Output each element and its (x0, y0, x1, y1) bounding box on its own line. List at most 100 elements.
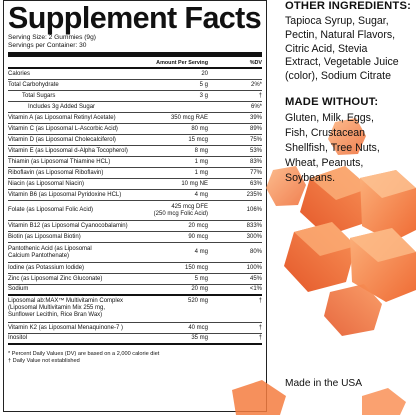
nutrient-dv: 39% (249, 114, 262, 121)
table-row: Niacin (as Liposomal Niacin) 10 mg NE 63… (8, 179, 262, 190)
other-ingredients: OTHER INGREDIENTS: Tapioca Syrup, Sugar,… (285, 0, 411, 84)
table-row: Vitamin B6 (as Liposomal Pyridoxine HCL)… (8, 190, 262, 201)
nutrient-name: Inositol (8, 335, 28, 341)
ingredient-line: Tapioca Syrup, Sugar, (285, 15, 389, 27)
footnotes: * Percent Daily Values (DV) are based on… (8, 351, 262, 366)
nutrient-name: Sodium (8, 286, 29, 292)
made-without-list: Gluten, Milk, Eggs, Fish, Crustacean She… (285, 111, 380, 186)
nutrient-amount: 1 mg (194, 169, 208, 176)
nutrient-amount: 150 mcg (184, 264, 208, 271)
table-row: Vitamin D (as Liposomal Cholecalciferol)… (8, 135, 262, 146)
nutrient-amount: 4 mg (194, 191, 208, 198)
nutrient-dv: † (258, 92, 262, 99)
nutrient-amount: 20 (201, 70, 208, 77)
nutrient-amount: 520 mg (187, 298, 208, 304)
nutrient-amount: 3 g (199, 92, 208, 99)
nutrient-dv: 235% (246, 191, 262, 198)
nutrient-amount: 10 mg NE (181, 180, 208, 187)
ingredient-line: Citric Acid, Stevia (285, 42, 368, 55)
header-divider (8, 67, 262, 69)
made-without: MADE WITHOUT: Gluten, Milk, Eggs, Fish, … (285, 96, 380, 186)
nutrient-name: Riboflavin (as Liposomal Riboflavin) (8, 169, 104, 176)
nutrient-name: Includes 3g Added Sugar (28, 103, 96, 110)
nutrient-name: Total Carbohydrate (8, 81, 59, 88)
nutrient-dv: 833% (246, 222, 262, 229)
gummy-cube-icon (350, 228, 416, 302)
nutrient-name-line: Pantothenic Acid (as Liposomal (8, 245, 92, 252)
nutrient-name: Iodine (as Potassium Iodide) (8, 264, 85, 271)
servings-per-container: Servings per Container: 30 (8, 42, 87, 49)
table-row: Vitamin C (as Liposomal L-Ascorbic Acid)… (8, 124, 262, 135)
ingredient-line: (color), Sodium Citrate (285, 70, 391, 83)
allergen-line: Wheat, Peanuts, (285, 157, 364, 169)
nutrient-dv: 45% (249, 275, 262, 282)
nutrient-amount: 4 mg (194, 249, 208, 255)
nutrient-amount: 20 mcg (188, 222, 208, 229)
table-row: Iodine (as Potassium Iodide) 150 mcg 100… (8, 263, 262, 274)
table-row: Inositol 35 mg † (8, 334, 262, 345)
table-row: Biotin (as Liposomal Biotin) 90 mcg 300% (8, 232, 262, 243)
nutrient-name: Folate (as Liposomal Folic Acid) (8, 207, 94, 213)
nutrient-amount: 35 mg (191, 335, 208, 341)
nutrient-amount: 5 mg (194, 275, 208, 282)
nutrient-name: Calories (8, 70, 31, 77)
made-in-usa: Made in the USA (285, 378, 363, 389)
thick-divider (8, 52, 262, 57)
table-row: Vitamin B12 (as Liposomal Cyanocobalamin… (8, 221, 262, 232)
nutrient-dv: <1% (249, 286, 262, 292)
table-row: Sodium 20 mg <1% (8, 285, 262, 296)
nutrient-name: Thiamin (as Liposomal Thiamine HCL) (8, 158, 111, 165)
nutrient-dv: † (258, 335, 262, 341)
nutrient-name: Biotin (as Liposomal Biotin) (8, 233, 81, 240)
allergen-line: Gluten, Milk, Eggs, (285, 112, 374, 124)
nutrient-name-line: Liposomal ab:MAX™ Multivitamin Complex (8, 298, 124, 304)
other-ingredients-list: Tapioca Syrup, Sugar, Pectin, Natural Fl… (285, 15, 411, 84)
table-row: Vitamin K2 (as Liposomal Menaquinone-7 )… (8, 323, 262, 334)
nutrient-name: Vitamin C (as Liposomal L-Ascorbic Acid) (8, 125, 118, 132)
nutrient-amount: 350 mcg RAE (170, 114, 208, 121)
table-row: Total Sugars 3 g † (8, 91, 262, 102)
nutrient-name: Pantothenic Acid (as Liposomal Calcium Pa… (8, 246, 146, 260)
allergen-line: Soybeans. (285, 172, 336, 184)
nutrient-dv: 300% (246, 233, 262, 240)
nutrient-dv: 89% (249, 125, 262, 132)
made-without-heading: MADE WITHOUT: (285, 96, 379, 108)
nutrient-amount: 15 mcg (188, 136, 208, 143)
nutrient-name: Vitamin K2 (as Liposomal Menaquinone-7 ) (8, 324, 123, 331)
nutrient-name-line: Calcium Pantothenate) (8, 252, 70, 259)
nutrient-name-line: (Liposomal Multivitamin Mix 255 mg, (8, 305, 106, 311)
nutrient-amount: 8 mg (194, 147, 208, 154)
nutrient-name-line: Sunflower Lecithin, Rice Bran Wax) (8, 312, 103, 318)
nutrient-name: Niacin (as Liposomal Niacin) (8, 180, 85, 187)
nutrient-dv: † (258, 298, 262, 304)
nutrient-name: Total Sugars (22, 92, 56, 99)
table-row: Includes 3g Added Sugar 6%* (8, 102, 262, 113)
nutrient-amount: 425 mcg DFE (250 mcg Folic Acid) (146, 204, 216, 218)
ingredient-line: Pectin, Natural Flavors, (285, 28, 396, 41)
footnote-dagger: † Daily Value not established (8, 358, 80, 365)
nutrient-dv: 106% (246, 207, 262, 213)
nutrient-dv: 80% (249, 249, 262, 255)
nutrient-name: Liposomal ab:MAX™ Multivitamin Complex (L… (8, 298, 146, 319)
nutrient-dv: 6%* (250, 103, 262, 110)
other-ingredients-heading: OTHER INGREDIENTS: (285, 0, 412, 12)
nutrient-dv: 63% (249, 180, 262, 187)
nutrient-amount: 40 mcg (188, 324, 208, 331)
gummy-cube-icon (294, 222, 356, 256)
nutrient-name: Vitamin B6 (as Liposomal Pyridoxine HCL) (8, 191, 122, 198)
table-row: Folate (as Liposomal Folic Acid) 425 mcg… (8, 201, 262, 221)
dv-column-header: %DV (249, 59, 262, 66)
nutrient-dv: 53% (249, 147, 262, 154)
nutrient-name: Vitamin D (as Liposomal Cholecalciferol) (8, 136, 116, 143)
gummy-cube-icon (324, 284, 382, 336)
nutrient-dv: 2%* (250, 81, 262, 88)
nutrient-amount-line: 425 mcg DFE (171, 203, 208, 210)
nutrient-dv: 75% (249, 136, 262, 143)
amount-column-header: Amount Per Serving (156, 59, 208, 66)
nutrient-dv: † (258, 324, 262, 331)
nutrient-dv: 77% (249, 169, 262, 176)
table-row: Vitamin A (as Liposomal Retinyl Acetate)… (8, 113, 262, 124)
supplement-facts-panel: Supplement Facts Serving Size: 2 Gummies… (3, 0, 267, 412)
nutrient-name: Vitamin E (as Liposomal d-Alpha Tocopher… (8, 147, 128, 154)
nutrient-dv: 100% (246, 264, 262, 271)
